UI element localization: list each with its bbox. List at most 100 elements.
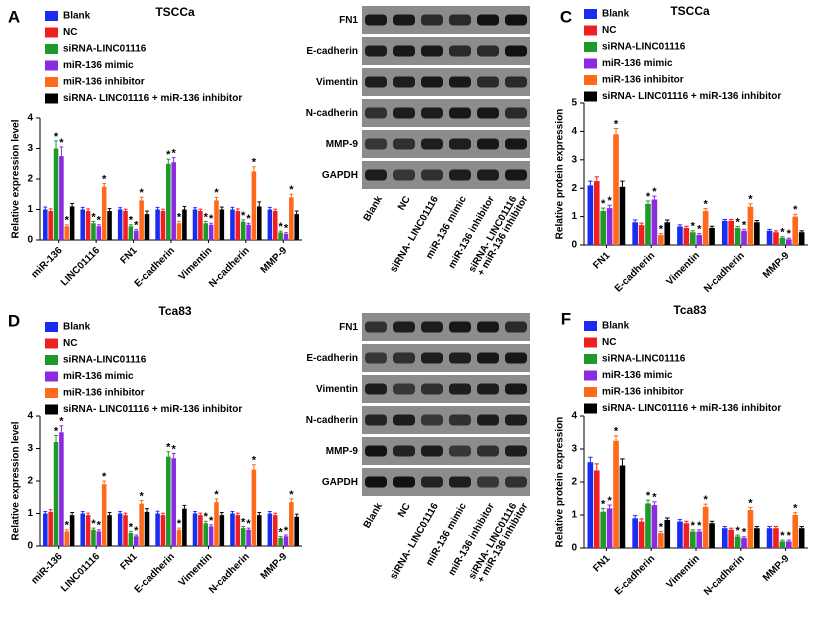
bar — [69, 206, 75, 240]
bar — [48, 211, 53, 240]
error-bar — [123, 208, 128, 212]
legend-label: miR-136 mimic — [602, 58, 673, 69]
legend-swatch — [584, 387, 597, 397]
bar — [182, 508, 187, 546]
error-bar — [246, 222, 251, 225]
blot-band — [477, 321, 499, 333]
blot-strip — [362, 99, 530, 127]
error-bar — [54, 435, 58, 442]
significance-mark: * — [780, 530, 785, 542]
significance-mark: * — [91, 518, 96, 530]
blot-band — [505, 445, 527, 457]
error-bar — [219, 206, 224, 210]
legend-swatch — [584, 337, 597, 348]
bar — [267, 209, 273, 240]
bar — [59, 432, 64, 546]
bar — [155, 513, 160, 546]
bar — [645, 503, 651, 548]
blot-band — [449, 107, 471, 119]
error-bar — [80, 206, 85, 210]
error-bar — [161, 208, 165, 212]
legend-label: miR-136 inhibitor — [63, 388, 145, 399]
y-tick-label: 4 — [27, 411, 33, 422]
error-bar — [139, 500, 144, 504]
significance-mark: * — [748, 194, 753, 206]
error-bar — [684, 225, 689, 228]
legend-label: Blank — [602, 321, 630, 332]
bar — [677, 226, 683, 245]
x-tick-label: Vimentin — [177, 245, 215, 283]
significance-mark: * — [214, 187, 219, 199]
bar — [203, 523, 209, 546]
blot-band — [449, 321, 471, 333]
x-tick-label: Vimentin — [177, 551, 215, 589]
error-bar — [728, 527, 734, 530]
significance-mark: * — [172, 148, 177, 160]
bar — [664, 519, 671, 548]
error-bar — [600, 207, 606, 211]
bar — [294, 214, 299, 240]
significance-mark: * — [691, 221, 696, 233]
legend-label: miR-136 inhibitor — [63, 77, 145, 88]
bar — [754, 528, 760, 548]
blot-band — [505, 76, 527, 88]
bar — [85, 515, 91, 546]
significance-mark: * — [97, 520, 102, 532]
error-bar — [658, 531, 664, 534]
bar — [192, 513, 198, 546]
significance-mark: * — [209, 213, 214, 225]
error-bar — [703, 208, 708, 211]
bar — [240, 221, 246, 240]
y-tick-label: 3 — [571, 154, 577, 165]
error-bar — [267, 511, 272, 514]
bar — [133, 536, 139, 546]
significance-mark: * — [748, 497, 753, 509]
bar — [43, 513, 48, 546]
bar — [677, 521, 683, 548]
bar — [638, 521, 645, 548]
bar — [128, 533, 134, 546]
x-tick-label: MMP-9 — [761, 250, 792, 281]
error-bar — [594, 463, 600, 471]
bar — [198, 515, 203, 546]
error-bar — [677, 519, 683, 522]
bar — [278, 537, 283, 546]
error-bar — [294, 513, 299, 517]
blot-band — [365, 321, 387, 333]
bar — [709, 523, 715, 548]
error-bar — [129, 224, 133, 227]
error-bar — [80, 511, 85, 514]
bar — [593, 470, 600, 548]
blot-band — [421, 352, 443, 364]
error-bar — [632, 515, 638, 519]
significance-mark: * — [134, 525, 139, 537]
y-tick-label: 2 — [571, 183, 577, 194]
protein-label: Vimentin — [316, 77, 358, 88]
bar — [696, 531, 703, 548]
blot-band — [505, 169, 527, 181]
significance-mark: * — [735, 525, 740, 537]
bar — [619, 465, 626, 548]
error-bar — [193, 511, 197, 514]
bar — [214, 200, 219, 240]
error-bar — [767, 526, 772, 529]
error-bar — [652, 195, 657, 200]
legend-swatch — [45, 338, 58, 349]
error-bar — [294, 210, 299, 215]
bar — [786, 239, 792, 245]
blot-band — [365, 414, 387, 426]
error-bar — [129, 530, 133, 533]
legend-swatch — [45, 355, 58, 365]
blot-label-bg — [304, 99, 360, 127]
blot-band — [421, 476, 443, 488]
legend-label: NC — [602, 25, 616, 36]
blot-strip — [362, 406, 530, 434]
error-bar — [786, 539, 792, 542]
bar — [64, 531, 70, 546]
bar — [747, 510, 754, 548]
significance-mark: * — [742, 527, 747, 539]
x-tick-label: MMP-9 — [761, 553, 792, 584]
bar — [166, 456, 171, 546]
error-bar — [252, 166, 256, 172]
